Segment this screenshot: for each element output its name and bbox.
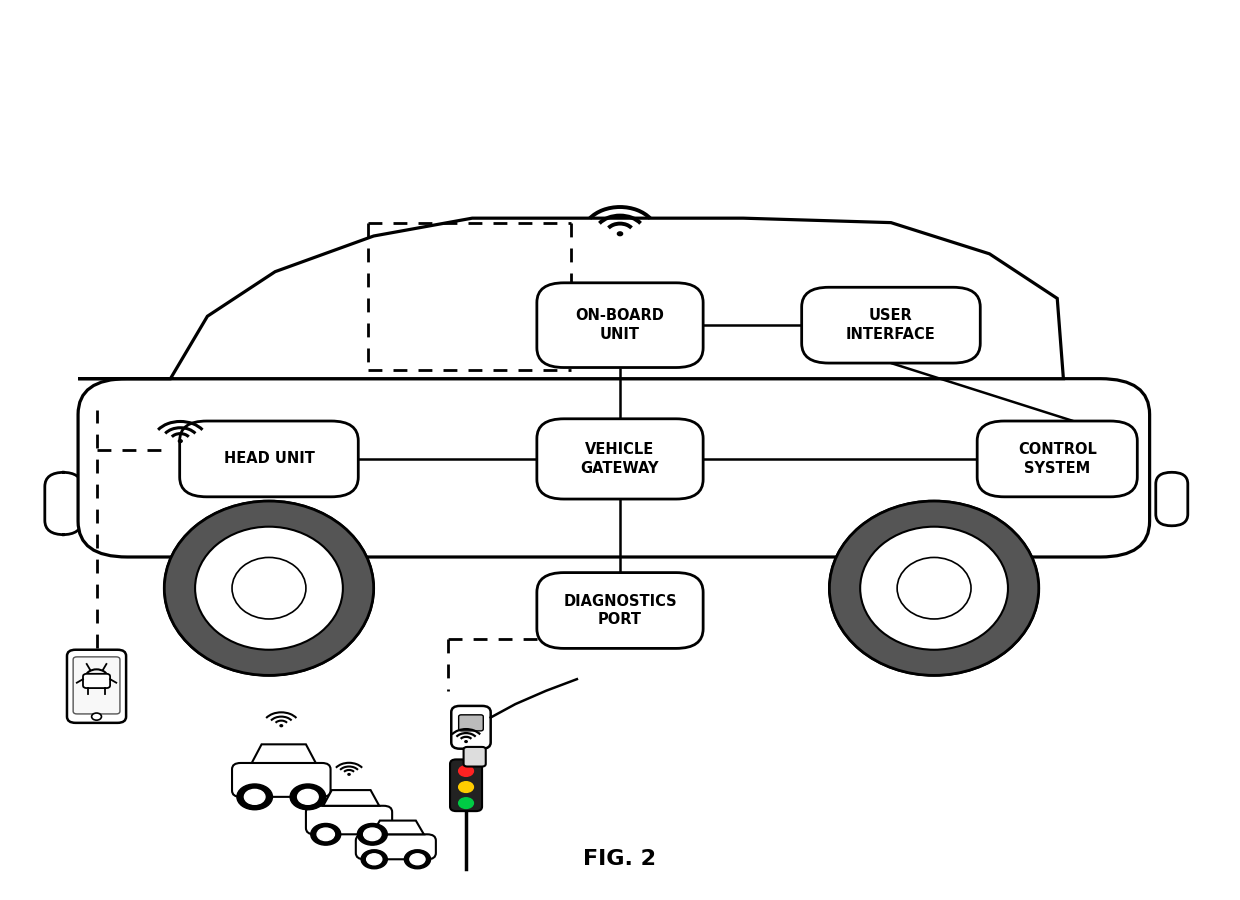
FancyBboxPatch shape xyxy=(45,472,82,535)
Polygon shape xyxy=(78,218,1064,379)
Circle shape xyxy=(311,824,341,845)
Ellipse shape xyxy=(164,501,373,675)
FancyBboxPatch shape xyxy=(537,418,703,499)
Text: VEHICLE
GATEWAY: VEHICLE GATEWAY xyxy=(580,442,660,476)
Ellipse shape xyxy=(897,557,971,619)
Circle shape xyxy=(298,789,319,805)
FancyBboxPatch shape xyxy=(1156,472,1188,526)
Circle shape xyxy=(465,741,467,742)
Ellipse shape xyxy=(861,526,1008,650)
FancyBboxPatch shape xyxy=(83,674,110,688)
FancyBboxPatch shape xyxy=(537,572,703,648)
Ellipse shape xyxy=(195,526,343,650)
Text: CONTROL
SYSTEM: CONTROL SYSTEM xyxy=(1018,442,1096,476)
Circle shape xyxy=(280,724,283,726)
Polygon shape xyxy=(252,744,316,763)
FancyBboxPatch shape xyxy=(977,421,1137,497)
FancyBboxPatch shape xyxy=(306,806,392,834)
Ellipse shape xyxy=(164,501,373,675)
FancyBboxPatch shape xyxy=(537,283,703,367)
Polygon shape xyxy=(324,790,379,806)
Ellipse shape xyxy=(232,557,306,619)
Circle shape xyxy=(244,789,265,805)
Text: ON-BOARD
UNIT: ON-BOARD UNIT xyxy=(575,309,665,342)
FancyBboxPatch shape xyxy=(78,379,1149,557)
Circle shape xyxy=(237,784,273,810)
Circle shape xyxy=(459,797,474,808)
Circle shape xyxy=(618,232,622,236)
Polygon shape xyxy=(372,821,424,834)
FancyBboxPatch shape xyxy=(180,421,358,497)
Ellipse shape xyxy=(830,501,1039,675)
FancyBboxPatch shape xyxy=(73,657,120,714)
FancyBboxPatch shape xyxy=(451,706,491,749)
FancyBboxPatch shape xyxy=(232,763,331,796)
FancyBboxPatch shape xyxy=(802,287,981,363)
FancyBboxPatch shape xyxy=(67,650,126,723)
Circle shape xyxy=(459,766,474,777)
Circle shape xyxy=(367,854,382,865)
FancyBboxPatch shape xyxy=(450,760,482,811)
Text: DIAGNOSTICS
PORT: DIAGNOSTICS PORT xyxy=(563,594,677,627)
Text: HEAD UNIT: HEAD UNIT xyxy=(223,452,315,466)
Circle shape xyxy=(357,824,387,845)
Circle shape xyxy=(317,828,335,841)
Text: USER
INTERFACE: USER INTERFACE xyxy=(846,309,936,342)
Circle shape xyxy=(459,782,474,792)
FancyBboxPatch shape xyxy=(464,747,486,767)
Circle shape xyxy=(179,440,182,443)
Ellipse shape xyxy=(830,501,1039,675)
Circle shape xyxy=(363,828,381,841)
Circle shape xyxy=(92,713,102,720)
Circle shape xyxy=(404,850,430,868)
FancyBboxPatch shape xyxy=(356,834,436,860)
FancyBboxPatch shape xyxy=(459,715,484,731)
Circle shape xyxy=(348,774,350,775)
Circle shape xyxy=(410,854,425,865)
Circle shape xyxy=(290,784,326,810)
Circle shape xyxy=(361,850,387,868)
Text: FIG. 2: FIG. 2 xyxy=(584,849,656,869)
